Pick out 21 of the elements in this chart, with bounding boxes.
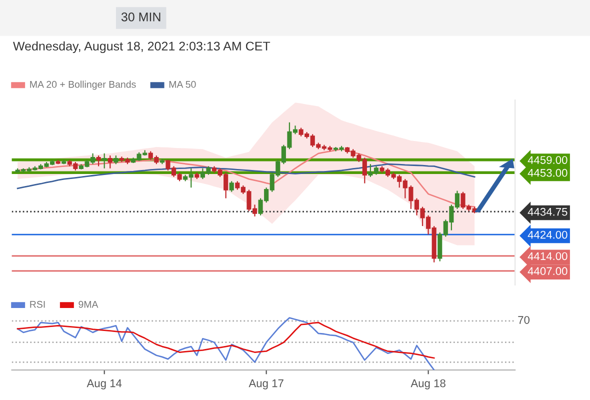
y-tick-label: 4459.00 <box>528 156 568 164</box>
legend-label: 9MA <box>78 300 98 308</box>
legend-label: MA 50 <box>169 80 196 88</box>
y-tick-label: 4414.00 <box>528 252 568 260</box>
legend-label: MA 20 + Bollinger Bands <box>30 80 136 90</box>
line-series <box>16 148 476 208</box>
y-tick-label: 4434.75 <box>528 208 568 216</box>
candlestick <box>229 180 234 192</box>
text: 70 <box>518 316 530 324</box>
y-tick-label: 4453.00 <box>528 168 568 177</box>
chart-title: 30 MIN <box>121 12 160 22</box>
x-tick-label: Aug 17 <box>248 379 284 390</box>
candlestick <box>96 154 101 167</box>
x-tick-label: Aug 14 <box>86 379 122 390</box>
x-tick-label: Aug 18 <box>410 379 446 390</box>
legend-label: RSI <box>30 300 45 308</box>
candlestick <box>108 154 112 169</box>
candlestick <box>102 152 107 169</box>
y-tick-label: 4407.00 <box>528 267 568 276</box>
y-tick-label: 4424.00 <box>528 230 568 239</box>
chart-subtitle: Wednesday, August 18, 2021 2:03:13 AM CET <box>13 41 270 54</box>
